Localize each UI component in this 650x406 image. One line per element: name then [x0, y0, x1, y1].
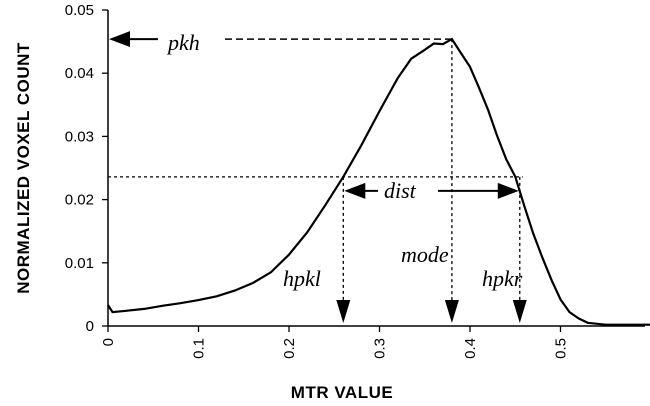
reference-lines: [108, 38, 523, 300]
dist-arrowhead-left: [344, 182, 366, 199]
y-tick-label: 0: [86, 318, 94, 335]
axes: [107, 10, 645, 327]
pkh-arrowhead: [109, 31, 130, 48]
hpkr-label: hpkr: [482, 266, 523, 291]
annotation-arrows: [109, 31, 527, 323]
x-axis-title: MTR VALUE: [291, 383, 393, 402]
y-axis-title: NORMALIZED VOXEL COUNT: [14, 42, 33, 294]
dist-label: dist: [384, 178, 417, 203]
x-tick-label: 0.1: [191, 338, 208, 359]
ticks: 0 0.01 0.02 0.03 0.04 0.05 0 0.1 0.2 0.3 0.4 0.5: [65, 2, 570, 359]
x-tick-label: 0: [100, 338, 117, 346]
y-tick-label: 0.01: [65, 255, 94, 272]
y-tick-label: 0.02: [65, 192, 94, 209]
pkh-label: pkh: [166, 30, 200, 55]
x-tick-label: 0.5: [553, 338, 570, 359]
mode-arrowhead: [444, 300, 459, 323]
hpkl-label: hpkl: [283, 266, 321, 291]
y-tick-label: 0.05: [65, 2, 94, 19]
y-tick-label: 0.03: [65, 128, 94, 145]
mode-label: mode: [401, 242, 449, 267]
x-tick-label: 0.4: [462, 338, 479, 359]
x-tick-label: 0.3: [372, 338, 389, 359]
dist-arrowhead-right: [497, 182, 519, 199]
hpkl-arrowhead: [336, 300, 351, 323]
x-tick-label: 0.2: [281, 338, 298, 359]
hpkr-arrowhead: [512, 300, 527, 323]
y-tick-label: 0.04: [65, 65, 94, 82]
distribution-curve: [107, 37, 650, 326]
